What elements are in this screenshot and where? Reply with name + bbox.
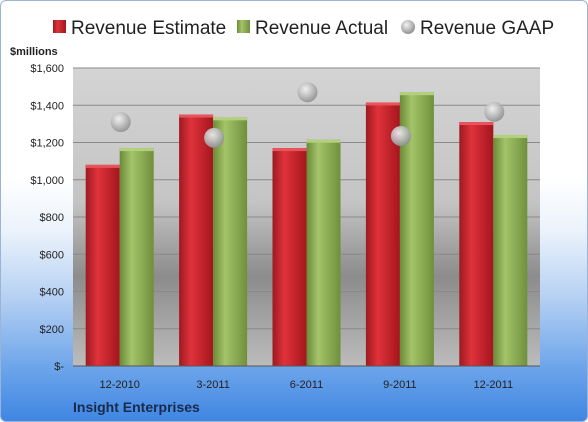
- y-tick-label: $600: [40, 249, 64, 261]
- x-axis-ticks: 12-2010 3-2011 6-2011 9-2011 12-2011: [100, 379, 514, 391]
- legend-label-gaap: Revenue GAAP: [420, 18, 554, 39]
- y-axis-unit-label: $millions: [10, 46, 58, 58]
- x-tick-label: 6-2011: [290, 379, 323, 391]
- estimate-bar-top: [179, 114, 214, 118]
- estimate-bar-top: [365, 102, 400, 106]
- gaap-markers: [110, 82, 505, 148]
- actual-bar-top: [493, 135, 528, 139]
- estimate-bar-top: [459, 122, 494, 126]
- gaap-marker: [204, 127, 225, 148]
- legend-item-gaap: Revenue GAAP: [401, 18, 554, 39]
- estimate-bar-top: [85, 164, 120, 168]
- gaap-marker: [297, 82, 318, 103]
- y-tick-label: $400: [40, 287, 64, 299]
- actual-bar-top: [119, 148, 154, 152]
- actual-bar-top: [213, 117, 248, 121]
- y-tick-label: $200: [40, 324, 64, 336]
- x-tick-label: 3-2011: [196, 379, 229, 391]
- legend-swatch-actual: [237, 20, 250, 33]
- gaap-marker: [484, 101, 505, 122]
- y-tick-label: $1,400: [30, 100, 64, 112]
- y-axis-ticks: $- $200 $400 $600 $800 $1,000 $1,200 $1,400 $1,6…: [30, 63, 64, 373]
- y-tick-label: $1,600: [30, 63, 64, 75]
- estimate-bar: [179, 114, 214, 366]
- x-tick-label: 9-2011: [383, 379, 416, 391]
- y-tick-label: $1,000: [30, 175, 64, 187]
- x-tick-label: 12-2011: [474, 379, 514, 391]
- legend-swatch-gaap: [401, 20, 415, 34]
- actual-bar: [493, 135, 528, 366]
- estimate-bar: [365, 102, 400, 367]
- actual-bar: [119, 148, 154, 366]
- legend-item-estimate: Revenue Estimate: [53, 18, 226, 39]
- y-tick-label: $800: [40, 212, 64, 224]
- estimate-bar-top: [272, 148, 307, 152]
- gaap-marker: [390, 125, 411, 146]
- estimate-bar: [85, 164, 120, 366]
- company-name: Insight Enterprises: [73, 399, 200, 415]
- legend: Revenue Estimate Revenue Actual Revenue …: [53, 18, 554, 39]
- actual-bar: [306, 139, 341, 366]
- estimate-bar: [459, 122, 494, 366]
- estimate-bar: [272, 148, 307, 366]
- legend-item-actual: Revenue Actual: [237, 18, 388, 39]
- y-tick-label: $-: [54, 361, 64, 373]
- actual-bar-top: [399, 92, 434, 96]
- gaap-marker: [110, 112, 131, 133]
- actual-bar: [213, 117, 248, 366]
- actual-bar-top: [306, 139, 341, 143]
- legend-label-estimate: Revenue Estimate: [71, 18, 226, 39]
- x-tick-label: 12-2010: [100, 379, 140, 391]
- legend-swatch-estimate: [53, 20, 66, 33]
- y-tick-label: $1,200: [30, 138, 64, 150]
- legend-label-actual: Revenue Actual: [255, 18, 388, 39]
